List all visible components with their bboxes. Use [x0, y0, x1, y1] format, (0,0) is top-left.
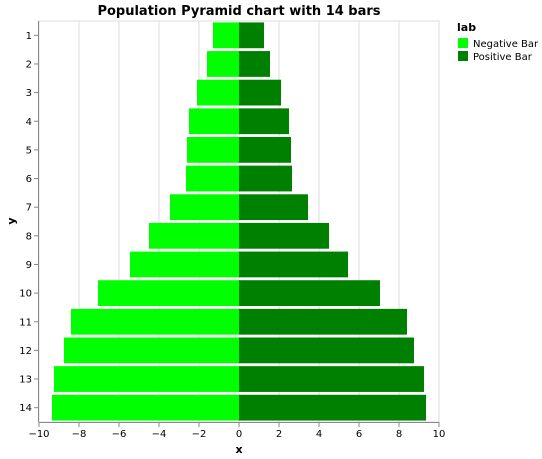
legend-title: lab — [457, 21, 476, 34]
y-tick-label-2: 2 — [26, 59, 32, 70]
x-tick-label-3: −4 — [152, 429, 167, 440]
bar-negative-14 — [52, 394, 239, 421]
x-tick-label-7: 4 — [316, 429, 322, 440]
y-tick-label-11: 11 — [19, 317, 32, 328]
legend-label-negative: Negative Bar — [473, 39, 539, 50]
bar-positive-14 — [239, 394, 426, 421]
chart-title: Population Pyramid chart with 14 bars — [97, 4, 380, 19]
x-tick-label-5: 0 — [236, 429, 242, 440]
bar-negative-2 — [207, 51, 239, 77]
bar-negative-12 — [64, 337, 239, 364]
bar-negative-4 — [189, 108, 239, 135]
bar-positive-7 — [239, 194, 308, 221]
bar-negative-9 — [130, 251, 239, 278]
bar-positive-8 — [239, 222, 329, 249]
y-tick-label-13: 13 — [19, 375, 32, 386]
bar-positive-3 — [239, 79, 281, 106]
bars — [52, 22, 426, 421]
x-axis: −10 −8 −6 −4 −2 0 2 4 6 8 10 — [28, 422, 445, 440]
bar-negative-1 — [213, 22, 239, 49]
x-tick-label-9: 8 — [396, 429, 402, 440]
y-axis-title: y — [5, 217, 18, 224]
x-tick-label-10: 10 — [433, 429, 446, 440]
bar-positive-1 — [239, 22, 264, 49]
y-tick-label-6: 6 — [26, 174, 32, 185]
bar-negative-5 — [187, 137, 239, 163]
x-tick-label-1: −8 — [72, 429, 87, 440]
bar-positive-13 — [239, 366, 424, 392]
bar-positive-5 — [239, 137, 291, 163]
y-tick-label-5: 5 — [26, 145, 32, 156]
y-tick-label-7: 7 — [26, 203, 32, 214]
legend-swatch-negative — [458, 38, 468, 48]
legend-swatch-positive — [458, 51, 468, 61]
bar-negative-6 — [186, 165, 239, 192]
bar-negative-10 — [98, 280, 239, 306]
bar-negative-11 — [71, 308, 239, 335]
x-axis-title: x — [235, 443, 242, 456]
bar-positive-2 — [239, 51, 270, 77]
x-tick-label-8: 6 — [356, 429, 362, 440]
y-tick-label-12: 12 — [19, 346, 32, 357]
x-tick-label-0: −10 — [28, 429, 49, 440]
y-tick-label-8: 8 — [26, 231, 32, 242]
y-tick-label-9: 9 — [26, 260, 32, 271]
x-tick-label-4: −2 — [192, 429, 207, 440]
bar-negative-13 — [54, 366, 239, 392]
y-tick-label-1: 1 — [26, 31, 32, 42]
bar-negative-7 — [170, 194, 239, 221]
bar-positive-4 — [239, 108, 289, 135]
x-tick-label-2: −6 — [112, 429, 127, 440]
bar-negative-3 — [197, 79, 239, 106]
y-tick-label-10: 10 — [19, 289, 32, 300]
x-tick-label-6: 2 — [276, 429, 282, 440]
bar-positive-11 — [239, 308, 407, 335]
bar-positive-9 — [239, 251, 348, 278]
y-tick-label-4: 4 — [26, 117, 32, 128]
bar-negative-8 — [149, 222, 239, 249]
y-tick-label-3: 3 — [26, 88, 32, 99]
legend: lab Negative Bar Positive Bar — [457, 21, 539, 63]
y-tick-label-14: 14 — [19, 403, 32, 414]
bar-positive-6 — [239, 165, 292, 192]
legend-label-positive: Positive Bar — [473, 52, 533, 63]
bar-positive-12 — [239, 337, 414, 364]
bar-positive-10 — [239, 280, 380, 306]
